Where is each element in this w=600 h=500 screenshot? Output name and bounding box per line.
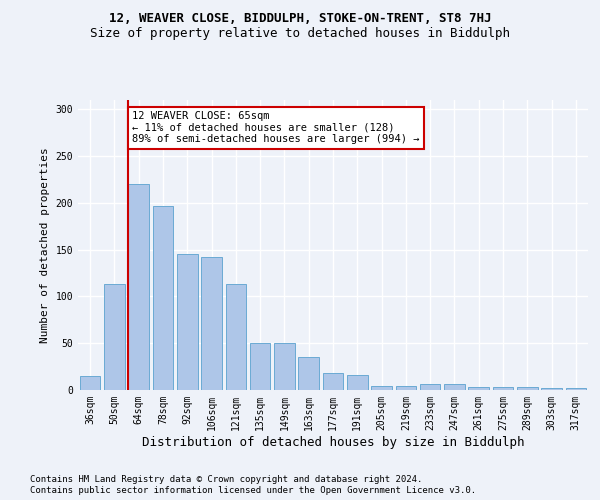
- Bar: [347, 375, 368, 390]
- Bar: [566, 388, 586, 390]
- Text: Contains public sector information licensed under the Open Government Licence v3: Contains public sector information licen…: [30, 486, 476, 495]
- Text: Contains HM Land Registry data © Crown copyright and database right 2024.: Contains HM Land Registry data © Crown c…: [30, 475, 422, 484]
- Bar: [177, 254, 197, 390]
- Bar: [104, 284, 125, 390]
- Bar: [250, 343, 271, 390]
- Bar: [80, 376, 100, 390]
- Bar: [152, 206, 173, 390]
- Bar: [371, 386, 392, 390]
- Y-axis label: Number of detached properties: Number of detached properties: [40, 147, 50, 343]
- Bar: [201, 257, 222, 390]
- Bar: [420, 384, 440, 390]
- Bar: [323, 373, 343, 390]
- Bar: [298, 358, 319, 390]
- Bar: [128, 184, 149, 390]
- Bar: [444, 384, 465, 390]
- Text: 12 WEAVER CLOSE: 65sqm
← 11% of detached houses are smaller (128)
89% of semi-de: 12 WEAVER CLOSE: 65sqm ← 11% of detached…: [132, 111, 419, 144]
- X-axis label: Distribution of detached houses by size in Biddulph: Distribution of detached houses by size …: [142, 436, 524, 448]
- Bar: [541, 388, 562, 390]
- Bar: [517, 387, 538, 390]
- Bar: [493, 387, 514, 390]
- Bar: [226, 284, 246, 390]
- Bar: [274, 343, 295, 390]
- Text: 12, WEAVER CLOSE, BIDDULPH, STOKE-ON-TRENT, ST8 7HJ: 12, WEAVER CLOSE, BIDDULPH, STOKE-ON-TRE…: [109, 12, 491, 26]
- Bar: [469, 387, 489, 390]
- Text: Size of property relative to detached houses in Biddulph: Size of property relative to detached ho…: [90, 28, 510, 40]
- Bar: [395, 386, 416, 390]
